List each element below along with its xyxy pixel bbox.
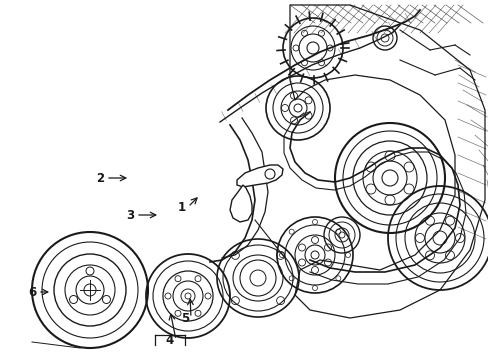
Polygon shape (237, 165, 283, 187)
Text: 1: 1 (178, 201, 185, 213)
Polygon shape (229, 185, 251, 222)
Text: 5: 5 (181, 311, 189, 324)
Text: 3: 3 (126, 208, 134, 221)
Circle shape (264, 169, 274, 179)
Text: 2: 2 (96, 171, 104, 185)
Text: 4: 4 (165, 333, 174, 346)
Text: 6: 6 (28, 285, 36, 298)
